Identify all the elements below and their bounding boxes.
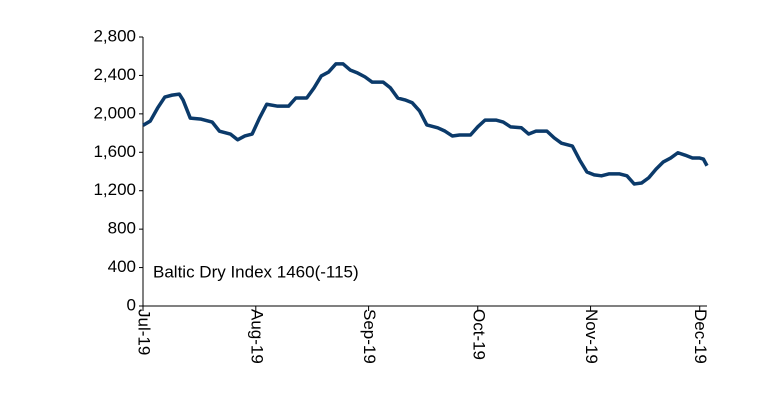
y-tick-label: 2,400 bbox=[93, 65, 136, 84]
x-tick-label: Oct-19 bbox=[469, 309, 488, 360]
x-tick-label: Sep-19 bbox=[360, 309, 379, 364]
x-tick-label: Nov-19 bbox=[582, 309, 601, 364]
y-tick-label: 1,200 bbox=[93, 180, 136, 199]
y-tick-label: 800 bbox=[108, 219, 136, 238]
line bbox=[142, 62, 709, 186]
y-tick-label: 0 bbox=[127, 295, 136, 314]
y-tick-label: 2,000 bbox=[93, 103, 136, 122]
x-tick-label: Aug-19 bbox=[247, 309, 266, 364]
x-tick-label: Jul-19 bbox=[135, 309, 154, 355]
annotation: Baltic Dry Index 1460(-115) bbox=[153, 262, 359, 281]
y-tick-label: 1,600 bbox=[93, 142, 136, 161]
y-tick-label: 400 bbox=[108, 257, 136, 276]
x-tick-label: Dec-19 bbox=[691, 309, 710, 364]
y-tick-label: 2,800 bbox=[93, 26, 136, 45]
